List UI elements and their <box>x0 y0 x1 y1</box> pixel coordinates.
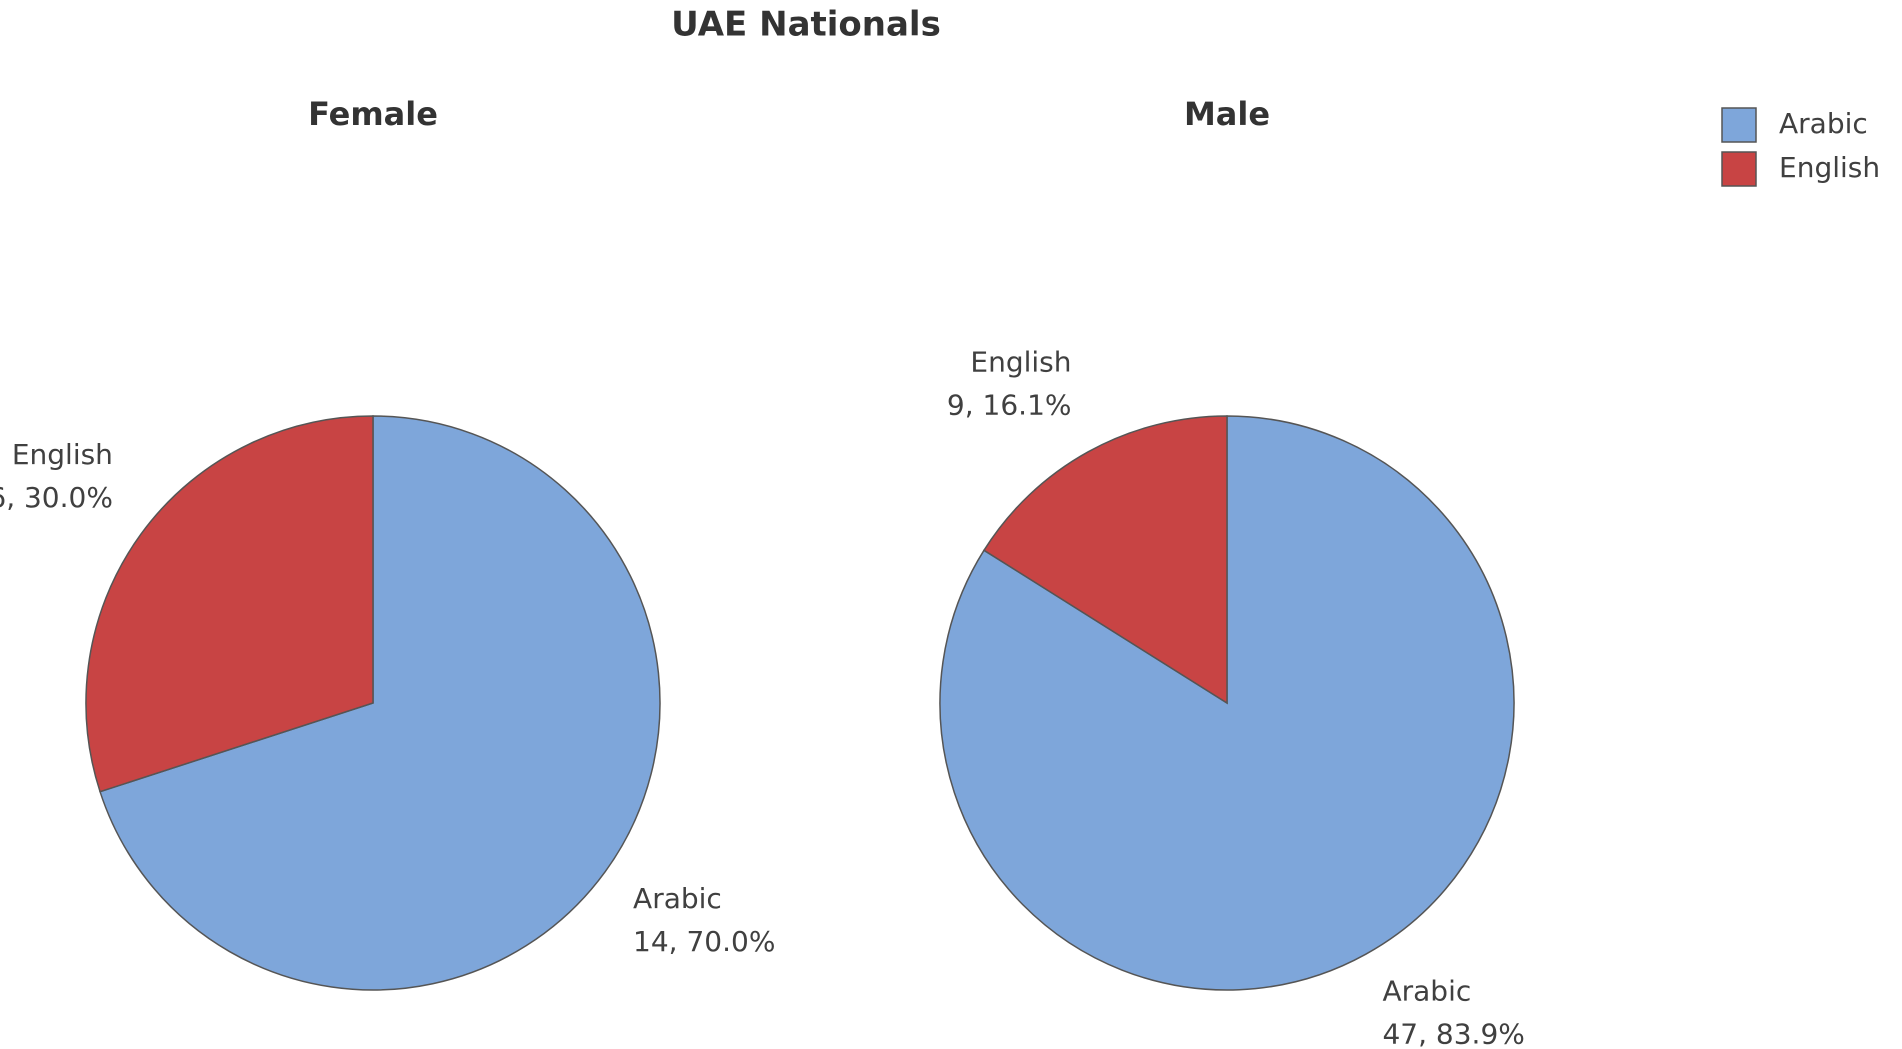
slice-value-label: 6, 30.0% <box>0 481 113 514</box>
slice-value-label: 9, 16.1% <box>947 389 1072 422</box>
slice-category: Arabic <box>1382 974 1471 1007</box>
pie-title: Male <box>1184 95 1270 133</box>
pie-slice <box>85 415 374 793</box>
slice-category: English <box>970 346 1071 379</box>
legend-label: English <box>1779 151 1880 184</box>
pie-title: Female <box>308 95 438 133</box>
pie-slice <box>99 415 661 991</box>
slice-category: Arabic <box>633 882 722 915</box>
legend-swatch <box>1721 151 1757 187</box>
chart-title: UAE Nationals <box>671 5 941 45</box>
legend-label: Arabic <box>1779 107 1868 140</box>
slice-category: English <box>12 438 113 471</box>
pie-slice <box>982 415 1228 705</box>
slice-value-label: 47, 83.9% <box>1382 1017 1524 1049</box>
slice-value-label: 14, 70.0% <box>633 925 775 958</box>
legend-swatch <box>1721 107 1757 143</box>
